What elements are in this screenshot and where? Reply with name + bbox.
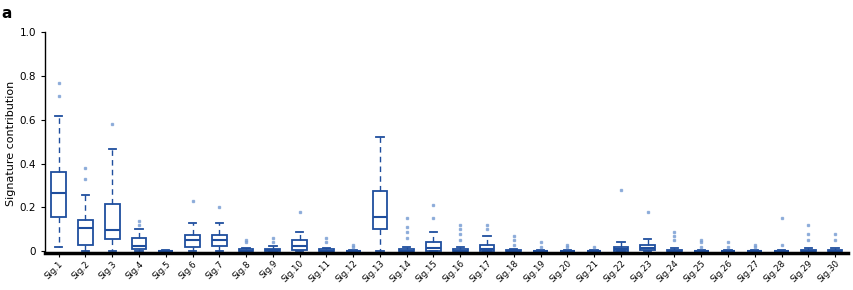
- PathPatch shape: [185, 235, 200, 247]
- PathPatch shape: [452, 249, 467, 251]
- PathPatch shape: [238, 249, 253, 251]
- PathPatch shape: [51, 173, 66, 217]
- PathPatch shape: [506, 250, 520, 251]
- PathPatch shape: [399, 249, 414, 251]
- PathPatch shape: [827, 250, 841, 251]
- PathPatch shape: [612, 247, 628, 251]
- PathPatch shape: [105, 204, 119, 239]
- PathPatch shape: [479, 245, 494, 251]
- PathPatch shape: [212, 235, 226, 246]
- Text: a: a: [1, 6, 11, 21]
- PathPatch shape: [800, 250, 815, 251]
- PathPatch shape: [666, 250, 681, 251]
- Y-axis label: Signature contribution: Signature contribution: [6, 80, 15, 206]
- PathPatch shape: [372, 191, 386, 229]
- PathPatch shape: [319, 249, 334, 251]
- PathPatch shape: [426, 242, 440, 251]
- PathPatch shape: [292, 240, 306, 250]
- PathPatch shape: [78, 220, 93, 245]
- PathPatch shape: [131, 238, 146, 249]
- PathPatch shape: [265, 249, 280, 251]
- PathPatch shape: [640, 245, 654, 250]
